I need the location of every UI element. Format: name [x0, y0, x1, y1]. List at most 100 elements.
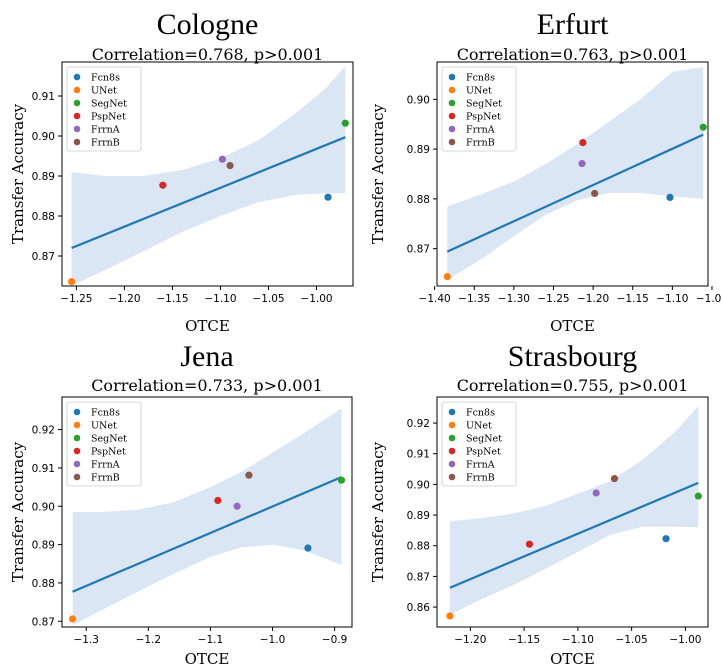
legend: Fcn8s UNet SegNet PspNet FrrnA FrrnB [441, 401, 517, 487]
point-frrnb [226, 162, 234, 170]
y-tick-label: 0.90 [407, 479, 430, 491]
point-segnet [699, 123, 707, 131]
x-tick-label: −1.05 [696, 293, 722, 305]
plot-frame [61, 61, 354, 287]
legend-label: UNet [466, 421, 492, 432]
legend-marker-unet [73, 86, 81, 94]
confidence-band [72, 408, 342, 626]
regression-line [449, 481, 699, 589]
legend-marker-pspnet [73, 112, 81, 120]
legend-marker-fcn8s [448, 73, 456, 81]
legend-box [441, 401, 517, 487]
legend-label: UNet [91, 421, 117, 432]
x-tick-label: −1.2 [136, 634, 162, 646]
panel-title: Cologne [157, 8, 259, 41]
legend-label: FrrnA [466, 460, 495, 471]
point-segnet [341, 119, 349, 127]
point-frrna [218, 155, 226, 163]
y-tick-label: 0.91 [407, 449, 430, 461]
x-tick-label: −1.10 [204, 293, 236, 305]
legend-label: Fcn8s [91, 408, 120, 419]
x-tick-label: −1.00 [669, 634, 701, 646]
confidence-band [447, 67, 704, 280]
legend-label: Fcn8s [91, 73, 120, 84]
y-tick-label: 0.92 [407, 418, 430, 430]
x-tick-label: −1.05 [616, 634, 648, 646]
point-frrnb [245, 471, 253, 479]
legend-marker-fcn8s [448, 408, 456, 416]
y-tick-label: 0.88 [407, 541, 430, 553]
legend-marker-unet [448, 86, 456, 94]
legend-label: Fcn8s [466, 408, 495, 419]
legend-label: PspNet [466, 112, 501, 123]
point-unet [443, 272, 451, 281]
y-tick-label: 0.90 [32, 501, 55, 513]
panel-title: Jena [180, 340, 233, 373]
x-tick-label: −1.10 [562, 634, 594, 646]
legend: Fcn8s UNet SegNet PspNet FrrnA FrrnB [66, 401, 142, 487]
x-tick-label: −1.25 [60, 293, 92, 305]
point-pspnet [159, 181, 167, 189]
point-frrna [578, 159, 586, 168]
panel-jena: Jena Correlation=0.733, p>0.001 −1.3 −1.2 −1… [9, 340, 353, 667]
x-tick-label: −1.20 [454, 634, 486, 646]
legend-marker-frrna [73, 125, 81, 133]
panel-subtitle: Correlation=0.763, p>0.001 [457, 45, 689, 64]
y-axis-label: Transfer Accuracy [9, 441, 27, 582]
legend-label: FrrnA [466, 125, 495, 136]
panel-subtitle: Correlation=0.733, p>0.001 [91, 376, 323, 395]
point-unet [446, 612, 454, 620]
legend-label: FrrnB [466, 473, 495, 484]
legend-marker-pspnet [448, 447, 456, 455]
y-tick-label: 0.86 [407, 602, 431, 614]
legend-marker-unet [448, 421, 456, 429]
y-tick-label: 0.90 [407, 94, 430, 106]
legend-marker-fcn8s [73, 73, 81, 81]
regression-line [446, 133, 704, 253]
regression-line [71, 136, 346, 250]
legend-label: SegNet [466, 99, 502, 110]
legend-box [66, 66, 142, 152]
point-fcn8s [324, 193, 332, 201]
y-tick-label: 0.88 [32, 211, 55, 223]
legend-marker-segnet [73, 99, 81, 107]
panel-erfurt: Erfurt Correlation=0.763, p>0.001 −1.40 −1.… [369, 8, 722, 335]
y-tick-label: 0.88 [407, 194, 430, 206]
point-frrna [592, 489, 600, 497]
point-segnet [694, 492, 702, 500]
x-tick-label: −1.20 [108, 293, 140, 305]
x-tick-label: −1.00 [300, 293, 332, 305]
legend-marker-unet [73, 421, 81, 429]
point-segnet [337, 476, 346, 484]
y-axis-label: Transfer Accuracy [369, 441, 387, 582]
legend-marker-frrnb [448, 138, 456, 146]
point-unet [68, 615, 77, 623]
x-tick-label: −1.40 [419, 293, 451, 305]
point-pspnet [579, 139, 587, 147]
panel-subtitle: Correlation=0.755, p>0.001 [457, 376, 689, 395]
confidence-band [71, 66, 346, 286]
y-tick-label: 0.89 [407, 144, 430, 156]
plot-frame [436, 396, 709, 628]
legend-marker-frrna [448, 460, 456, 468]
panel-title: Strasbourg [508, 340, 637, 373]
legend-marker-fcn8s [73, 408, 81, 416]
panel-subtitle: Correlation=0.768, p>0.001 [92, 45, 324, 64]
y-axis-label: Transfer Accuracy [9, 103, 27, 244]
y-tick-label: 0.89 [407, 510, 430, 522]
point-frrnb [610, 474, 619, 483]
y-tick-label: 0.87 [32, 616, 55, 628]
x-tick-label: −1.35 [458, 293, 490, 305]
legend-marker-frrnb [73, 473, 81, 481]
y-tick-label: 0.91 [32, 463, 55, 475]
legend-box [66, 401, 142, 487]
legend-box [441, 66, 517, 152]
legend: Fcn8s UNet SegNet PspNet FrrnA FrrnB [66, 66, 142, 152]
plot-frame [436, 61, 709, 287]
legend-marker-frrna [448, 125, 456, 133]
legend-marker-pspnet [448, 112, 456, 120]
x-tick-label: −1.20 [577, 293, 609, 305]
legend-marker-segnet [448, 99, 456, 107]
legend-label: FrrnB [91, 138, 120, 149]
x-axis-label: OTCE [550, 650, 595, 667]
